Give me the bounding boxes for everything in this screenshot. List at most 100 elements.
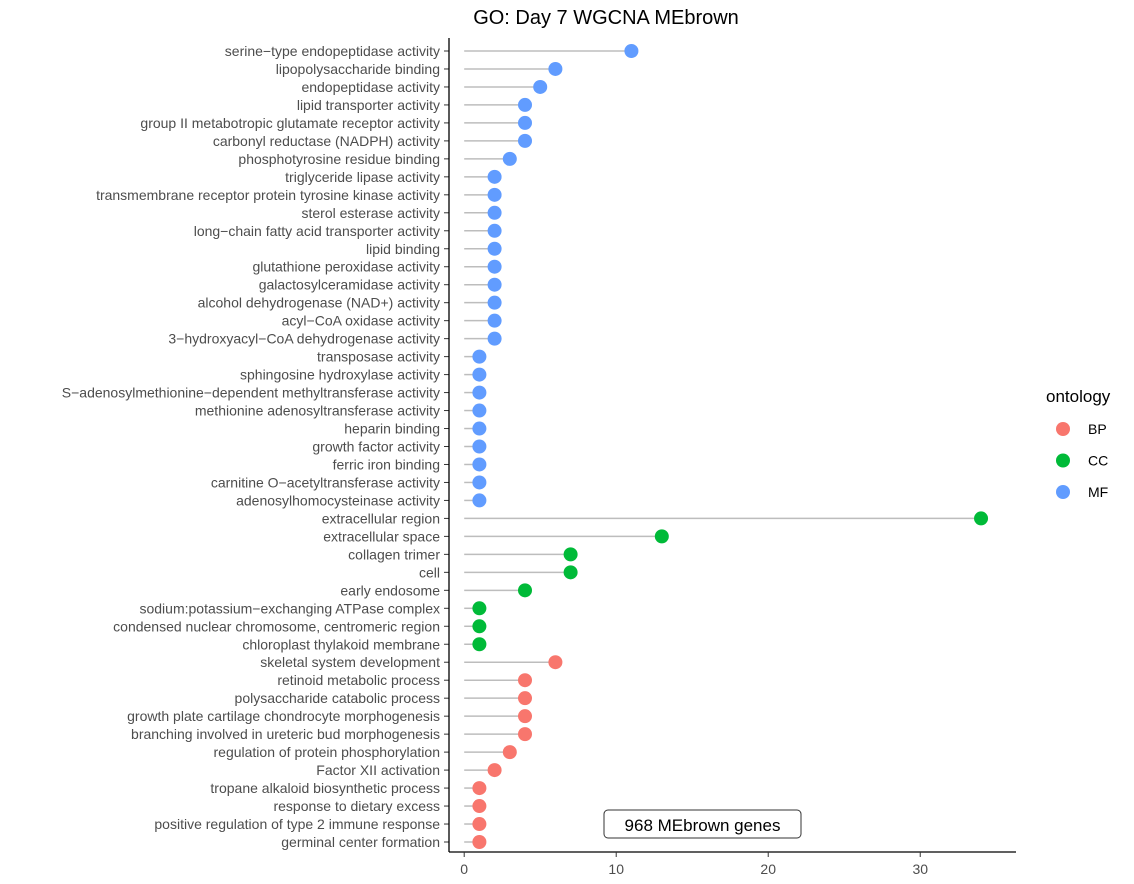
y-tick-label: cell bbox=[419, 564, 440, 580]
data-point bbox=[487, 187, 502, 202]
data-point bbox=[487, 241, 502, 256]
data-point bbox=[472, 349, 487, 364]
annotation-box bbox=[603, 809, 802, 839]
data-point bbox=[472, 403, 487, 418]
y-tick-label: retinoid metabolic process bbox=[277, 672, 440, 688]
data-point bbox=[533, 79, 548, 94]
data-point bbox=[487, 205, 502, 220]
data-point bbox=[472, 619, 487, 634]
data-point bbox=[472, 637, 487, 652]
data-point bbox=[974, 511, 989, 526]
data-point bbox=[472, 421, 487, 436]
y-tick-label: growth plate cartilage chondrocyte morph… bbox=[127, 708, 440, 724]
annotation-text: 968 MEbrown genes bbox=[625, 816, 781, 835]
x-tick-label: 30 bbox=[912, 861, 928, 877]
data-point bbox=[563, 565, 578, 580]
y-tick-label: carnitine O−acetyltransferase activity bbox=[211, 474, 440, 490]
data-point bbox=[518, 709, 533, 724]
y-tick-label: phosphotyrosine residue binding bbox=[238, 151, 440, 167]
data-point bbox=[487, 295, 502, 310]
legend-key bbox=[1056, 453, 1070, 468]
x-tick-label: 0 bbox=[460, 861, 468, 877]
data-point bbox=[472, 781, 487, 796]
y-tick-label: skeletal system development bbox=[260, 654, 440, 670]
legend-label: CC bbox=[1088, 453, 1108, 469]
data-point bbox=[563, 547, 578, 562]
legend-label: MF bbox=[1088, 484, 1108, 500]
legend-key bbox=[1056, 422, 1070, 436]
stems-layer bbox=[464, 50, 982, 843]
data-point bbox=[487, 763, 502, 778]
y-tick-label: branching involved in ureteric bud morph… bbox=[131, 726, 440, 742]
legend-title: ontology bbox=[1046, 387, 1111, 406]
legend-key bbox=[1056, 485, 1070, 499]
axes: 0 10 20 30 bbox=[444, 38, 1016, 877]
y-tick-label: triglyceride lipase activity bbox=[285, 169, 440, 185]
y-tick-label: glutathione peroxidase activity bbox=[252, 259, 440, 275]
y-tick-label: carbonyl reductase (NADPH) activity bbox=[213, 133, 440, 149]
data-point bbox=[654, 529, 669, 544]
data-point bbox=[548, 61, 563, 76]
y-tick-label: adenosylhomocysteinase activity bbox=[236, 492, 440, 508]
data-point bbox=[518, 691, 533, 706]
legend-label: BP bbox=[1088, 421, 1107, 437]
y-tick-label: acyl−CoA oxidase activity bbox=[282, 313, 440, 329]
y-tick-label: lipid binding bbox=[366, 241, 440, 257]
chart-title: GO: Day 7 WGCNA MEbrown bbox=[473, 7, 739, 29]
data-point bbox=[518, 673, 533, 688]
y-tick-label: 3−hydroxyacyl−CoA dehydrogenase activity bbox=[168, 331, 440, 347]
data-point bbox=[472, 439, 487, 454]
legend: ontology BP CC MF bbox=[1046, 387, 1111, 500]
y-tick-label: ferric iron binding bbox=[333, 456, 440, 472]
y-tick-label: condensed nuclear chromosome, centromeri… bbox=[113, 618, 440, 634]
y-tick-label: S−adenosylmethionine−dependent methyltra… bbox=[62, 385, 440, 401]
y-tick-label: long−chain fatty acid transporter activi… bbox=[194, 223, 440, 239]
y-tick-label: sodium:potassium−exchanging ATPase compl… bbox=[139, 600, 440, 616]
y-tick-label: tropane alkaloid biosynthetic process bbox=[210, 780, 440, 796]
data-point bbox=[518, 583, 533, 598]
y-tick-label: positive regulation of type 2 immune res… bbox=[154, 816, 440, 832]
data-point bbox=[472, 799, 487, 814]
data-point bbox=[472, 457, 487, 472]
y-tick-label: germinal center formation bbox=[281, 834, 440, 850]
y-tick-label: alcohol dehydrogenase (NAD+) activity bbox=[198, 295, 440, 311]
y-tick-label: endopeptidase activity bbox=[301, 79, 440, 95]
y-axis-labels: serine−type endopeptidase activity lipopo… bbox=[62, 43, 441, 850]
data-point bbox=[487, 259, 502, 274]
data-point bbox=[487, 313, 502, 328]
y-tick-label: lipid transporter activity bbox=[297, 97, 440, 113]
y-tick-label: sphingosine hydroxylase activity bbox=[240, 367, 440, 383]
y-tick-label: chloroplast thylakoid membrane bbox=[242, 636, 440, 652]
data-point bbox=[487, 169, 502, 184]
y-tick-label: methionine adenosyltransferase activity bbox=[195, 403, 440, 419]
data-point bbox=[548, 655, 563, 670]
data-point bbox=[472, 475, 487, 490]
y-tick-label: early endosome bbox=[340, 582, 440, 598]
y-tick-label: Factor XII activation bbox=[316, 762, 440, 778]
data-point bbox=[487, 277, 502, 292]
data-point bbox=[624, 44, 639, 58]
data-point bbox=[502, 151, 517, 166]
y-tick-label: growth factor activity bbox=[312, 439, 440, 455]
gene-count-annotation: 968 MEbrown genes bbox=[603, 809, 802, 839]
data-point bbox=[518, 115, 533, 130]
data-point bbox=[472, 367, 487, 382]
y-tick-label: regulation of protein phosphorylation bbox=[214, 744, 441, 760]
y-tick-label: transposase activity bbox=[317, 349, 440, 365]
data-point bbox=[518, 133, 533, 148]
points-layer bbox=[472, 44, 989, 849]
y-tick-label: heparin binding bbox=[344, 421, 440, 437]
y-tick-label: extracellular space bbox=[323, 528, 440, 544]
data-point bbox=[472, 817, 487, 832]
data-point bbox=[472, 835, 487, 849]
y-tick-label: serine−type endopeptidase activity bbox=[225, 43, 440, 59]
y-tick-label: group II metabotropic glutamate receptor… bbox=[140, 115, 440, 131]
y-tick-label: sterol esterase activity bbox=[302, 205, 441, 221]
y-tick-label: galactosylceramidase activity bbox=[259, 277, 440, 293]
data-point bbox=[472, 385, 487, 400]
x-tick-label: 10 bbox=[608, 861, 624, 877]
data-point bbox=[518, 97, 533, 112]
y-tick-label: transmembrane receptor protein tyrosine … bbox=[96, 187, 440, 203]
data-point bbox=[502, 745, 517, 760]
